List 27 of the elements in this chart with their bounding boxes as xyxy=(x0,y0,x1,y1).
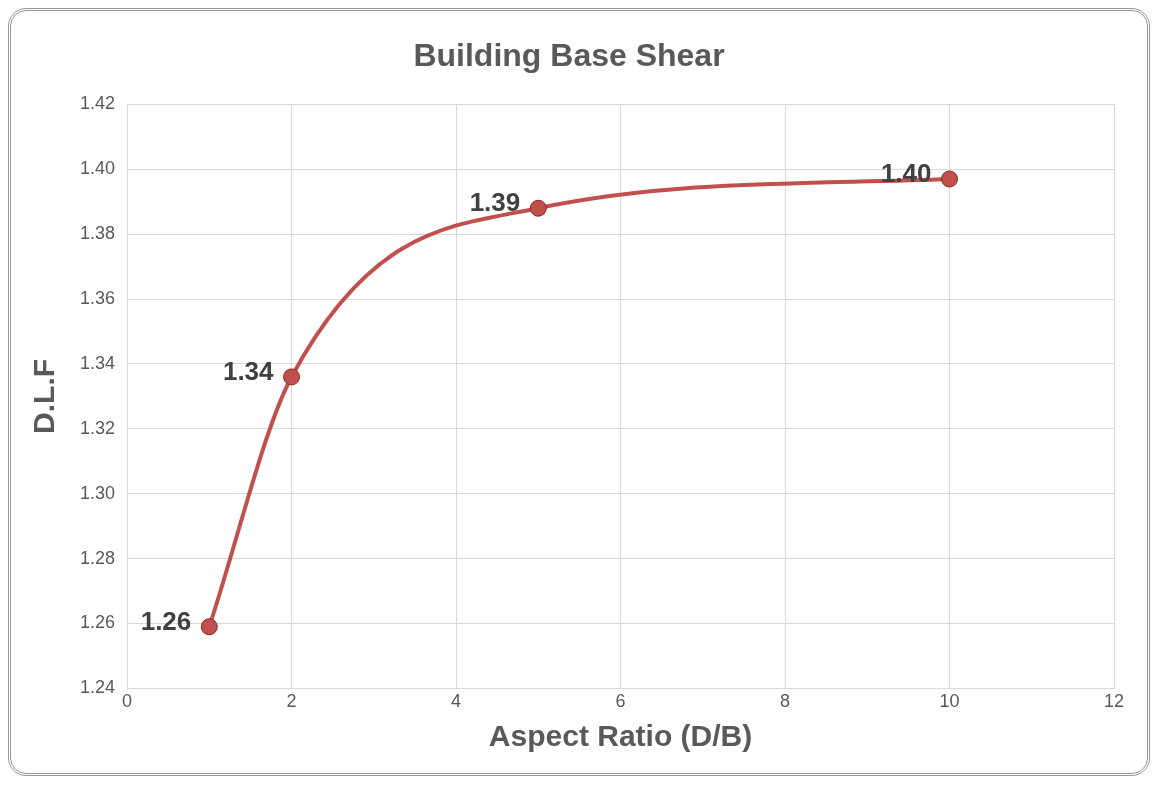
y-tick-label: 1.30 xyxy=(79,482,116,503)
x-axis-title: Aspect Ratio (D/B) xyxy=(488,719,753,753)
y-tick-label: 1.36 xyxy=(79,288,116,309)
y-tick-label: 1.38 xyxy=(79,223,116,244)
x-tick-label: 12 xyxy=(1103,691,1125,712)
point xyxy=(200,618,218,636)
y-tick-label: 1.24 xyxy=(79,677,116,698)
y-tick-label: 1.40 xyxy=(79,158,116,179)
y-tick-label: 1.28 xyxy=(79,547,116,568)
chart-title: Building Base Shear xyxy=(413,37,725,74)
data-label: 1.34 xyxy=(222,356,275,387)
point xyxy=(941,170,959,188)
y-tick-label: 1.32 xyxy=(79,417,116,438)
point xyxy=(529,199,547,217)
data-label: 1.26 xyxy=(140,605,192,636)
y-tick-label: 1.26 xyxy=(79,612,116,633)
y-tick-label: 1.34 xyxy=(79,352,116,373)
x-tick-label: 4 xyxy=(451,691,462,712)
y-axis-title: D.L.F xyxy=(27,358,61,434)
point xyxy=(283,368,301,386)
x-tick-label: 2 xyxy=(286,691,297,712)
y-tick-label: 1.42 xyxy=(79,93,116,114)
x-tick-label: 10 xyxy=(939,691,960,712)
x-tick-label: 6 xyxy=(615,691,626,712)
x-tick-label: 0 xyxy=(122,691,133,712)
data-label: 1.39 xyxy=(469,187,521,218)
x-tick-label: 8 xyxy=(780,691,791,712)
